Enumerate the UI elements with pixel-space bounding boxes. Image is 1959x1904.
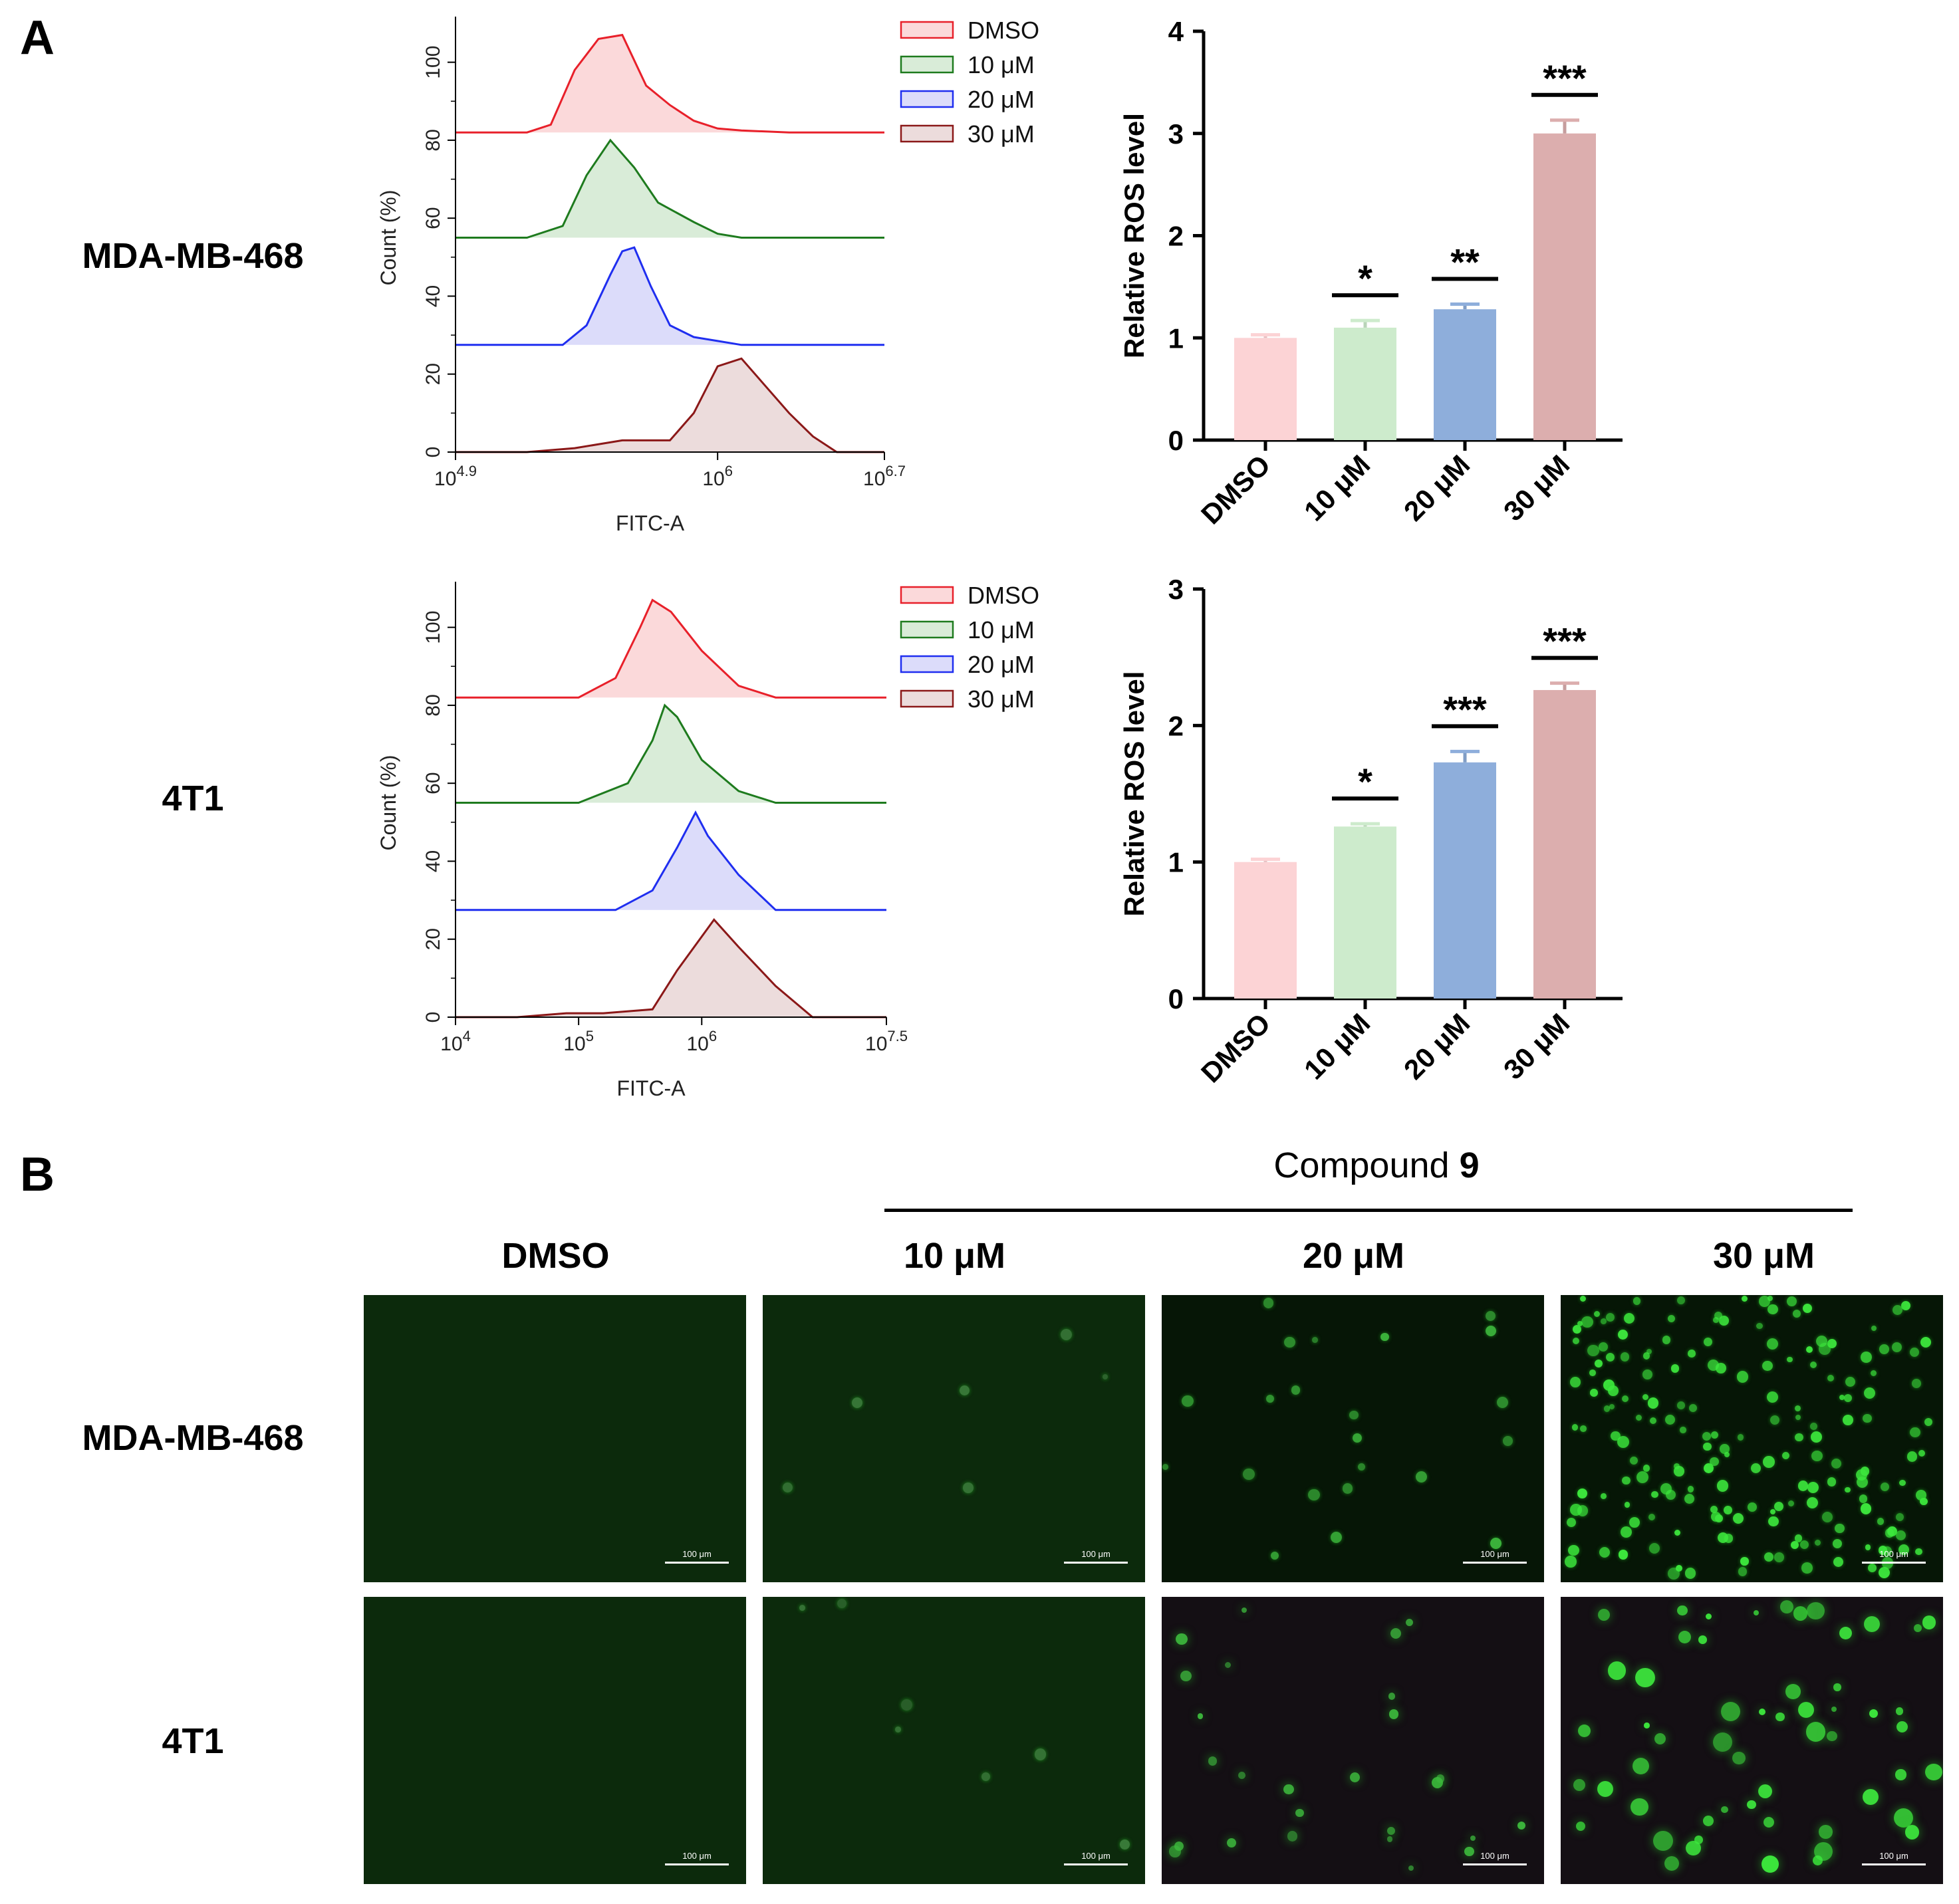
hist-x-tick-label: 107.5 bbox=[865, 1028, 908, 1055]
significance-stars-1: * bbox=[1358, 761, 1372, 802]
significance-stars-1: * bbox=[1358, 257, 1372, 299]
bar-x-tick-label: 20 μM bbox=[1398, 449, 1476, 527]
legend-swatch-3 bbox=[900, 689, 954, 708]
hist-x-tick-label: 106 bbox=[686, 1028, 717, 1055]
hist-x-tick-label: 106 bbox=[702, 463, 733, 490]
bar-x-tick-label: 30 μM bbox=[1498, 1007, 1575, 1085]
legend-label-3: 30 μM bbox=[968, 120, 1035, 148]
histogram-line-3 bbox=[456, 918, 886, 1018]
hist-y-tick-label: 100 bbox=[422, 46, 444, 79]
significance-stars-2: ** bbox=[1450, 241, 1480, 283]
hist-y-tick-label: 60 bbox=[422, 772, 444, 794]
hist-y-label: Count (%) bbox=[376, 755, 400, 850]
histogram-fill-2 bbox=[456, 812, 886, 910]
bar-2 bbox=[1434, 309, 1496, 440]
significance-stars-3: *** bbox=[1543, 57, 1587, 99]
histogram-fill-3 bbox=[456, 358, 884, 452]
legend-label-2: 20 μM bbox=[968, 86, 1035, 113]
hist-x-label: FITC-A bbox=[616, 1076, 686, 1100]
hist-y-tick-label: 40 bbox=[422, 285, 444, 307]
histogram-fill-3 bbox=[456, 919, 886, 1017]
bar-2 bbox=[1434, 762, 1496, 999]
bar-1 bbox=[1334, 826, 1396, 999]
hist-y-tick-label: 100 bbox=[422, 611, 444, 644]
legend-swatch-2 bbox=[900, 655, 954, 673]
flow-histogram-4t1: 0 20 40 60 80 100 104 105 106 107.5 FITC-A Count (%… bbox=[376, 582, 1039, 1100]
significance-stars-3: *** bbox=[1543, 620, 1587, 662]
hist-x-label: FITC-A bbox=[616, 511, 685, 535]
hist-x-tick-label: 104.9 bbox=[434, 463, 477, 490]
legend-swatch-0 bbox=[900, 21, 954, 39]
bar-y-tick-label: 1 bbox=[1168, 322, 1184, 354]
legend-label-3: 30 μM bbox=[968, 685, 1035, 713]
legend-label-0: DMSO bbox=[968, 582, 1039, 609]
legend-label-0: DMSO bbox=[968, 17, 1039, 44]
legend-swatch-2 bbox=[900, 90, 954, 108]
bar-x-tick-label: 20 μM bbox=[1398, 1007, 1476, 1085]
histogram-fill-0 bbox=[456, 35, 884, 133]
hist-x-tick-label: 105 bbox=[563, 1028, 594, 1055]
bar-y-tick-label: 3 bbox=[1168, 574, 1184, 605]
bar-y-tick-label: 1 bbox=[1168, 847, 1184, 878]
histogram-fill-2 bbox=[456, 247, 884, 345]
hist-y-tick-label: 0 bbox=[422, 447, 444, 458]
histogram-fill-1 bbox=[456, 705, 886, 803]
bar-y-tick-label: 0 bbox=[1168, 425, 1184, 456]
legend-label-1: 10 μM bbox=[968, 616, 1035, 644]
bar-x-tick-label: 10 μM bbox=[1298, 449, 1376, 527]
histogram-fill-1 bbox=[456, 140, 884, 238]
significance-stars-2: *** bbox=[1443, 688, 1487, 730]
hist-x-tick-label: 106.7 bbox=[863, 463, 906, 490]
bar-y-label: Relative ROS level bbox=[1118, 113, 1150, 358]
histogram-line-1 bbox=[456, 703, 886, 804]
hist-y-label: Count (%) bbox=[376, 189, 400, 285]
hist-y-tick-label: 20 bbox=[422, 928, 444, 950]
legend-label-2: 20 μM bbox=[968, 651, 1035, 678]
hist-y-tick-label: 40 bbox=[422, 850, 444, 872]
histogram-line-2 bbox=[456, 810, 886, 911]
hist-y-tick-label: 80 bbox=[422, 129, 444, 151]
legend-swatch-3 bbox=[900, 124, 954, 143]
hist-y-tick-label: 20 bbox=[422, 363, 444, 385]
bar-3 bbox=[1533, 133, 1596, 440]
bar-0 bbox=[1234, 862, 1297, 999]
legend-swatch-1 bbox=[900, 620, 954, 639]
ros-bar-4t1: 0 1 2 3 DMSO 10 μM * 20 μM *** 30 μM *** Relative R… bbox=[1118, 574, 1623, 1088]
bar-3 bbox=[1533, 689, 1596, 999]
bar-y-tick-label: 4 bbox=[1168, 16, 1184, 47]
flow-histogram-mda: 0 20 40 60 80 100 104.9 106 106.7 FITC-A Count (%)… bbox=[376, 17, 1039, 535]
legend-swatch-0 bbox=[900, 586, 954, 604]
histogram-line-0 bbox=[456, 598, 886, 699]
bar-1 bbox=[1334, 327, 1396, 440]
histogram-line-3 bbox=[456, 357, 884, 453]
ros-bar-mda: 0 1 2 3 4 DMSO 10 μM * 20 μM ** 30 μM *** Relative R… bbox=[1118, 16, 1623, 530]
histogram-line-2 bbox=[456, 246, 884, 346]
bar-y-tick-label: 2 bbox=[1168, 710, 1184, 741]
hist-y-tick-label: 0 bbox=[422, 1012, 444, 1023]
bar-0 bbox=[1234, 338, 1297, 440]
bar-x-tick-label: DMSO bbox=[1195, 449, 1276, 530]
bar-y-tick-label: 2 bbox=[1168, 221, 1184, 252]
bar-x-tick-label: DMSO bbox=[1195, 1007, 1276, 1088]
bar-y-tick-label: 0 bbox=[1168, 983, 1184, 1014]
histogram-line-1 bbox=[456, 138, 884, 239]
legend-label-1: 10 μM bbox=[968, 51, 1035, 78]
histogram-fill-0 bbox=[456, 600, 886, 698]
bar-x-tick-label: 10 μM bbox=[1298, 1007, 1376, 1085]
hist-x-tick-label: 104 bbox=[440, 1028, 471, 1055]
bar-x-tick-label: 30 μM bbox=[1498, 449, 1575, 527]
legend-swatch-1 bbox=[900, 55, 954, 74]
hist-y-tick-label: 80 bbox=[422, 694, 444, 716]
bar-y-tick-label: 3 bbox=[1168, 118, 1184, 150]
bar-y-label: Relative ROS level bbox=[1118, 671, 1150, 917]
hist-y-tick-label: 60 bbox=[422, 207, 444, 229]
histogram-line-0 bbox=[456, 33, 884, 134]
